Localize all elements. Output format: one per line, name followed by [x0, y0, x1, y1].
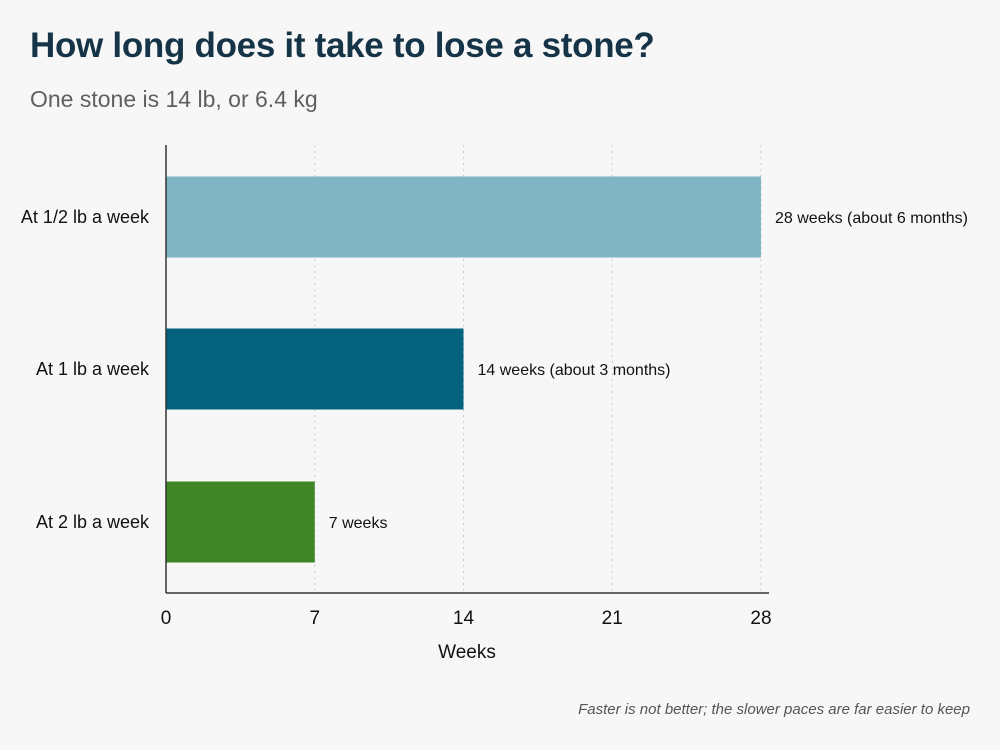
data-label: 7 weeks	[329, 515, 388, 532]
category-label: At 1 lb a week	[36, 359, 150, 379]
footnote: Faster is not better; the slower paces a…	[578, 701, 970, 718]
bar-1	[166, 176, 761, 258]
bar-3	[166, 481, 315, 563]
x-tick-label: 7	[309, 608, 320, 629]
bar-2	[166, 328, 464, 410]
labels: At 1/2 lb a week 28 weeks (about 6 months…	[21, 207, 968, 629]
data-label: 28 weeks (about 6 months)	[775, 210, 968, 227]
category-label: At 2 lb a week	[36, 512, 150, 532]
x-tick-label: 0	[161, 608, 172, 629]
bars	[166, 176, 761, 563]
category-label: At 1/2 lb a week	[21, 207, 150, 227]
x-tick-label: 14	[453, 608, 475, 629]
chart-subtitle: One stone is 14 lb, or 6.4 kg	[30, 86, 318, 112]
x-axis-title: Weeks	[438, 642, 496, 663]
chart-title: How long does it take to lose a stone?	[30, 26, 655, 65]
axes	[165, 145, 769, 594]
x-tick-label: 28	[750, 608, 771, 629]
x-tick-label: 21	[602, 608, 623, 629]
data-label: 14 weeks (about 3 months)	[478, 362, 671, 379]
